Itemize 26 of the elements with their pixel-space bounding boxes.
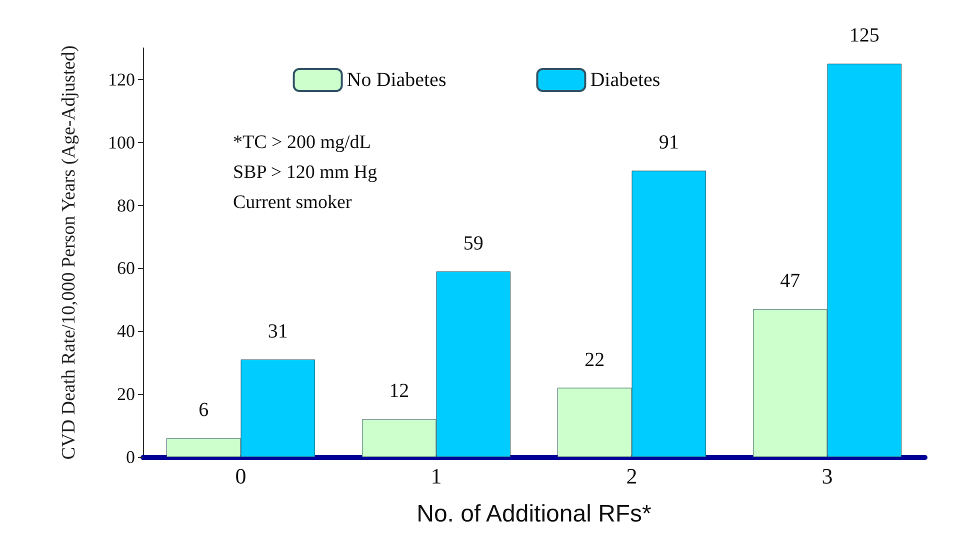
x-tick-label: 3: [822, 464, 833, 488]
x-axis-title: No. of Additional RFs*: [416, 500, 652, 528]
annotation: *TC > 200 mg/dL: [233, 132, 371, 153]
y-tick-label: 40: [117, 321, 135, 342]
annotation: Current smoker: [233, 192, 352, 213]
data-label: 47: [780, 270, 800, 292]
x-tick-label: 0: [235, 464, 246, 488]
data-label: 91: [658, 132, 679, 154]
annotation: SBP > 120 mm Hg: [233, 162, 378, 183]
y-axis-title: CVD Death Rate/10,000 Person Years (Age-Adjusted): [58, 45, 80, 460]
y-tick-label: 100: [108, 132, 135, 152]
y-tick-label: 0: [126, 447, 135, 467]
y-tick-label: 60: [117, 258, 135, 278]
data-label: 22: [584, 348, 605, 371]
data-label: 6: [198, 399, 209, 422]
y-tick-label: 120: [108, 69, 135, 90]
data-label: 125: [849, 24, 880, 47]
data-label: 59: [463, 232, 484, 254]
x-tick-label: 1: [430, 464, 442, 488]
data-label: 31: [268, 320, 288, 342]
legend-label: Diabetes: [590, 69, 660, 91]
legend-label: No Diabetes: [346, 69, 446, 91]
y-tick-label: 20: [117, 384, 135, 404]
x-tick-label: 2: [626, 464, 638, 488]
data-label: 12: [389, 380, 410, 402]
y-tick-label: 80: [117, 195, 135, 216]
